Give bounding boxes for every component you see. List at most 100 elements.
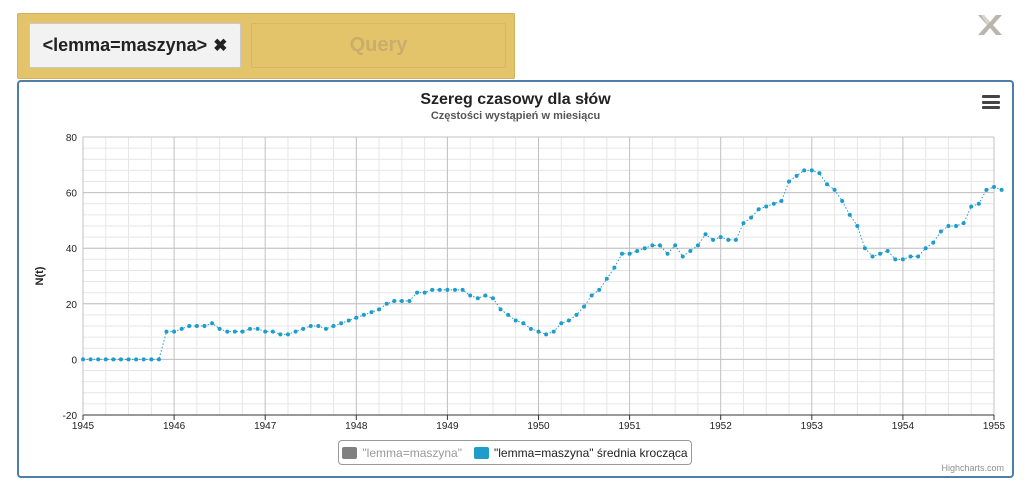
data-point	[817, 171, 822, 176]
data-point	[399, 299, 404, 304]
data-point	[81, 357, 85, 362]
data-point	[673, 243, 678, 248]
data-point	[779, 198, 784, 203]
data-point	[536, 329, 541, 334]
data-point	[733, 237, 738, 242]
data-point	[149, 357, 154, 362]
data-point	[422, 290, 427, 295]
data-point	[832, 187, 837, 192]
data-point	[635, 248, 640, 253]
y-axis-title: N(t)	[34, 266, 46, 285]
y-tick-label: 40	[66, 244, 78, 255]
legend-swatch-raw	[342, 446, 358, 459]
chart-subtitle: Częstości wystąpień w miesiącu	[430, 110, 601, 122]
data-point	[900, 257, 905, 262]
data-point	[544, 332, 549, 337]
chip-label: <lemma=maszyna>	[42, 35, 208, 55]
y-tick-label: -20	[63, 411, 78, 422]
data-point	[301, 326, 306, 331]
data-point	[498, 307, 503, 312]
data-point	[862, 246, 867, 251]
legend-item-moving-average[interactable]: "lemma=maszyna" średnia krocząca	[473, 445, 688, 460]
data-point	[217, 326, 222, 331]
x-tick-label: 1946	[163, 421, 186, 432]
data-point	[665, 251, 670, 256]
data-point	[179, 326, 184, 331]
data-point	[255, 326, 260, 331]
data-point	[726, 237, 731, 242]
data-point	[566, 318, 571, 323]
data-point	[802, 168, 807, 173]
data-point	[452, 287, 457, 292]
data-point	[513, 318, 518, 323]
data-point	[794, 173, 799, 178]
data-point	[642, 246, 647, 251]
data-point	[339, 321, 344, 326]
data-point	[695, 243, 700, 248]
query-button[interactable]: Query	[251, 23, 506, 68]
data-point	[764, 204, 769, 209]
data-point	[551, 329, 556, 334]
data-point	[270, 329, 275, 334]
data-point	[855, 223, 860, 228]
data-point	[263, 329, 268, 334]
data-point	[741, 221, 746, 226]
data-point	[787, 179, 792, 184]
data-point	[612, 265, 617, 270]
data-point	[331, 324, 336, 329]
data-point	[293, 329, 298, 334]
data-point	[316, 324, 321, 329]
data-point	[597, 287, 602, 292]
data-point	[620, 251, 625, 256]
data-point	[164, 329, 169, 334]
legend-item-raw[interactable]: "lemma=maszyna"	[342, 446, 462, 460]
data-point	[771, 201, 776, 206]
chart-panel: -20 0 20 40 60 80 1945 1946 1947 1948 1949 1950 1951…	[17, 80, 1014, 478]
y-tick-label: 20	[66, 300, 78, 311]
data-point	[278, 332, 283, 337]
data-point	[976, 201, 981, 206]
data-point	[384, 301, 389, 306]
data-point	[126, 357, 131, 362]
data-point	[559, 321, 564, 326]
legend-label-raw: "lemma=maszyna"	[362, 445, 462, 460]
data-point	[248, 326, 253, 331]
data-point	[460, 287, 465, 292]
data-point	[225, 329, 230, 334]
chart-title: Szereg czasowy dla słów	[420, 91, 611, 108]
data-point	[999, 187, 1004, 192]
close-x-icon[interactable]	[977, 14, 1003, 36]
data-point	[938, 229, 943, 234]
data-point	[354, 315, 359, 320]
data-point	[627, 251, 632, 256]
data-point	[657, 243, 662, 248]
data-point	[369, 310, 374, 315]
data-point	[650, 243, 655, 248]
data-point	[756, 207, 761, 212]
data-point	[954, 223, 959, 228]
time-series-chart: -20 0 20 40 60 80 1945 1946 1947 1948 1949 1950 1951…	[34, 133, 1006, 432]
chart-menu-icon[interactable]	[982, 95, 1000, 111]
chip-close-icon[interactable]: ✖	[213, 35, 228, 55]
data-point	[809, 168, 814, 173]
data-point	[847, 212, 852, 217]
highcharts-credits[interactable]: Highcharts.com	[941, 463, 1004, 473]
data-point	[824, 182, 829, 187]
data-point	[111, 357, 116, 362]
data-point	[430, 287, 435, 292]
data-point	[483, 293, 488, 298]
chart-legend: "lemma=maszyna" "lemma=maszyna" średnia …	[338, 440, 692, 465]
data-point	[969, 204, 974, 209]
data-point	[908, 254, 913, 259]
data-point	[308, 324, 313, 329]
data-point	[582, 304, 587, 309]
lemma-chip[interactable]: <lemma=maszyna> ✖	[29, 23, 241, 68]
data-point	[407, 299, 412, 304]
data-point	[156, 357, 161, 362]
data-point	[232, 329, 237, 334]
legend-label-moving-average: "lemma=maszyna" średnia krocząca	[493, 445, 688, 460]
data-point	[923, 246, 928, 251]
x-tick-label: 1952	[710, 421, 733, 432]
data-point	[984, 187, 989, 192]
data-point	[528, 326, 533, 331]
